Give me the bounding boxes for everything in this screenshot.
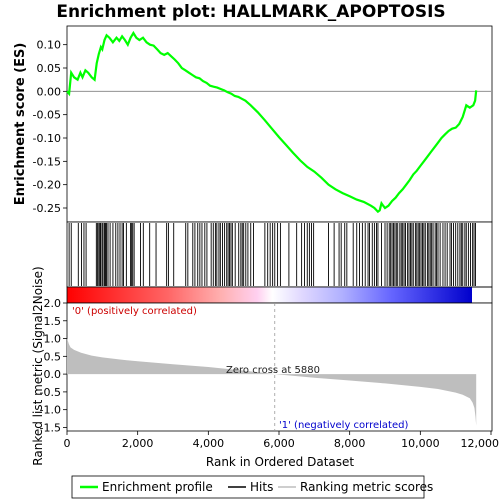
zero-cross-label: Zero cross at 5880 — [226, 365, 320, 376]
x-tick-label: 10,000 — [401, 437, 440, 450]
x-tick-label: 4,000 — [193, 437, 225, 450]
hits-panel — [66, 221, 493, 288]
metric-y-tick-label: -1.5 — [40, 421, 61, 434]
metric-y-tick-label: 2.0 — [44, 297, 62, 310]
es-y-ticks: 0.10 0.05 0.00 -0.05 -0.10 -0.15 -0.20 -0.25 — [33, 39, 67, 215]
hit-markers — [68, 223, 476, 286]
chart-title: Enrichment plot: HALLMARK_APOPTOSIS — [56, 2, 445, 22]
metric-y-ticks: 2.0 1.5 1.0 0.5 0.0 -0.5 -1.0 -1.5 — [40, 297, 67, 434]
es-y-tick-label: -0.05 — [33, 109, 61, 122]
metric-y-tick-label: -1.0 — [40, 404, 61, 417]
color-bar-gradient — [67, 287, 472, 303]
ranking-metric-area — [67, 338, 477, 426]
es-y-tick-label: -0.10 — [33, 132, 61, 145]
es-panel: 0.10 0.05 0.00 -0.05 -0.10 -0.15 -0.20 -0.25 En… — [13, 25, 493, 223]
metric-panel: 2.0 1.5 1.0 0.5 0.0 -0.5 -1.0 -1.5 Zero cross a… — [31, 266, 493, 466]
es-y-tick-label: -0.15 — [33, 155, 61, 168]
x-axis-ticks: 0 2,000 4,000 6,000 8,000 10,000 12,000 — [64, 431, 500, 450]
x-tick-label: 8,000 — [334, 437, 366, 450]
rank-color-bar — [66, 286, 493, 304]
metric-y-tick-label: 1.5 — [44, 315, 62, 328]
positive-correlation-label: '0' (positively correlated) — [72, 306, 197, 317]
legend-metric-label: Ranking metric scores — [300, 480, 433, 494]
es-plot-frame — [66, 25, 493, 223]
legend-frame — [71, 475, 425, 499]
es-y-tick-label: -0.20 — [33, 179, 61, 192]
x-tick-label: 2,000 — [122, 437, 154, 450]
metric-y-axis-label: Ranked list metric (Signal2Noise) — [31, 266, 45, 465]
metric-y-tick-label: 1.0 — [44, 333, 62, 346]
es-y-tick-label: 0.10 — [37, 39, 62, 52]
es-y-tick-label: -0.25 — [33, 202, 61, 215]
x-tick-label: 6,000 — [263, 437, 295, 450]
x-tick-label: 12,000 — [461, 437, 500, 450]
es-y-tick-label: 0.00 — [37, 85, 62, 98]
es-y-tick-label: 0.05 — [37, 62, 62, 75]
metric-y-tick-label: 0.5 — [44, 350, 62, 363]
x-tick-label: 0 — [64, 437, 71, 450]
x-axis-label: Rank in Ordered Dataset — [206, 455, 354, 469]
es-y-axis-label: Enrichment score (ES) — [13, 43, 28, 206]
metric-y-tick-label: -0.5 — [40, 386, 61, 399]
legend-enrichment-label: Enrichment profile — [102, 480, 213, 494]
negative-correlation-label: '1' (negatively correlated) — [279, 420, 408, 431]
enrichment-profile-line — [66, 30, 478, 214]
metric-y-tick-label: 0.0 — [44, 368, 62, 381]
legend: Enrichment profile Hits Ranking metric s… — [71, 475, 433, 499]
legend-hits-label: Hits — [250, 480, 273, 494]
